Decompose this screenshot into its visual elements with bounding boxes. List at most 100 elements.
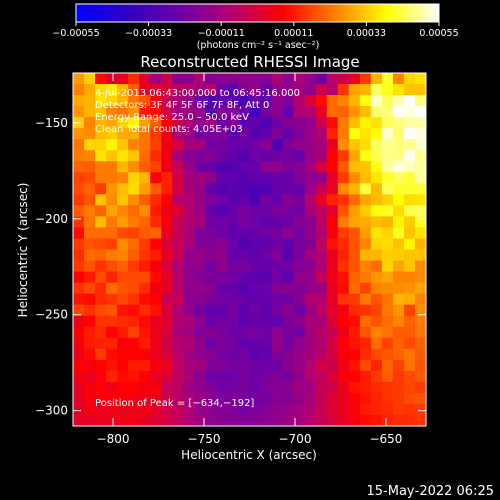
heatmap-cell (117, 260, 129, 273)
heatmap-cell (106, 282, 118, 295)
heatmap-cell (117, 238, 129, 251)
heatmap-cell (95, 128, 107, 140)
heatmap-cell (106, 403, 118, 416)
heatmap-cell (194, 84, 206, 96)
heatmap-cell (128, 260, 140, 273)
heatmap-cell (106, 84, 118, 96)
heatmap-cell (282, 249, 295, 262)
heatmap-cell (84, 128, 96, 140)
heatmap-cell (216, 282, 229, 295)
heatmap-cell (172, 84, 184, 96)
heatmap-cell (359, 216, 372, 229)
heatmap-cell (326, 150, 339, 162)
x-tick-label: −750 (188, 432, 221, 446)
heatmap-cell (95, 161, 107, 173)
heatmap-cell (414, 150, 426, 162)
heatmap-cell (106, 194, 118, 206)
heatmap-cell (139, 128, 151, 140)
chart-title: Reconstructed RHESSI Image (140, 53, 359, 71)
heatmap-cell (227, 172, 240, 184)
heatmap-cell (359, 293, 372, 306)
heatmap-cell (216, 73, 229, 85)
heatmap-cell (227, 359, 240, 372)
heatmap-cell (392, 227, 405, 240)
heatmap-cell (73, 106, 85, 118)
heatmap-cell (304, 359, 317, 372)
heatmap-cell (106, 150, 118, 162)
heatmap-cell (128, 249, 140, 262)
heatmap-cell (271, 348, 284, 361)
heatmap-cell (359, 117, 372, 129)
heatmap-cell (403, 117, 416, 129)
heatmap-cell (128, 161, 140, 173)
heatmap-cell (183, 95, 195, 107)
heatmap-cell (95, 205, 107, 218)
heatmap-cell (117, 205, 129, 218)
heatmap-cell (282, 238, 295, 251)
heatmap-cell (315, 238, 328, 251)
heatmap-cell (150, 238, 162, 251)
heatmap-cell (172, 337, 184, 350)
heatmap-cell (227, 150, 240, 162)
heatmap-cell (392, 326, 405, 339)
heatmap-cell (227, 315, 240, 328)
heatmap-cell (403, 304, 416, 317)
heatmap-cell (216, 392, 229, 405)
heatmap-cell (128, 95, 140, 107)
heatmap-cell (117, 403, 129, 416)
heatmap-cell (304, 172, 317, 184)
heatmap-cell (260, 392, 273, 405)
heatmap-cell (337, 337, 350, 350)
heatmap-cell (414, 216, 426, 229)
heatmap-cell (128, 392, 140, 405)
heatmap-cell (249, 293, 262, 306)
heatmap-cell (128, 183, 140, 195)
heatmap-cell (381, 315, 394, 328)
heatmap-cell (84, 216, 96, 229)
heatmap-cell (326, 293, 339, 306)
heatmap-cell (249, 359, 262, 372)
heatmap-cell (139, 260, 151, 273)
heatmap-cell (238, 238, 251, 251)
heatmap-cell (326, 161, 339, 173)
heatmap-cell (271, 150, 284, 162)
heatmap-cell (293, 117, 306, 129)
heatmap-cell (227, 370, 240, 383)
heatmap-cell (326, 117, 339, 129)
heatmap-cell (370, 315, 383, 328)
heatmap-cell (227, 249, 240, 262)
heatmap-cell (73, 227, 85, 240)
heatmap-cell (304, 227, 317, 240)
heatmap-cell (271, 84, 284, 96)
heatmap-cell (150, 282, 162, 295)
heatmap-cell (381, 260, 394, 273)
heatmap-cell (183, 216, 195, 229)
heatmap-cell (183, 293, 195, 306)
heatmap-cell (271, 139, 284, 151)
heatmap-cell (150, 414, 162, 426)
heatmap-cell (337, 95, 350, 107)
heatmap-cell (205, 304, 218, 317)
heatmap-cell (205, 370, 218, 383)
heatmap-cell (128, 348, 140, 361)
heatmap-cell (161, 392, 173, 405)
heatmap-cell (315, 117, 328, 129)
heatmap-cell (337, 381, 350, 394)
heatmap-cell (260, 238, 273, 251)
heatmap-cell (249, 249, 262, 262)
heatmap-cell (216, 150, 229, 162)
heatmap-cell (194, 315, 206, 328)
heatmap-cell (238, 183, 251, 195)
heatmap-cell (227, 348, 240, 361)
heatmap-cell (414, 315, 426, 328)
heatmap-cell (403, 73, 416, 85)
heatmap-cell (139, 95, 151, 107)
heatmap-cell (293, 414, 306, 426)
heatmap-cell (183, 172, 195, 184)
heatmap-cell (216, 403, 229, 416)
heatmap-cell (348, 359, 361, 372)
heatmap-cell (315, 227, 328, 240)
heatmap-cell (260, 227, 273, 240)
heatmap-cell (183, 161, 195, 173)
heatmap-cell (139, 315, 151, 328)
